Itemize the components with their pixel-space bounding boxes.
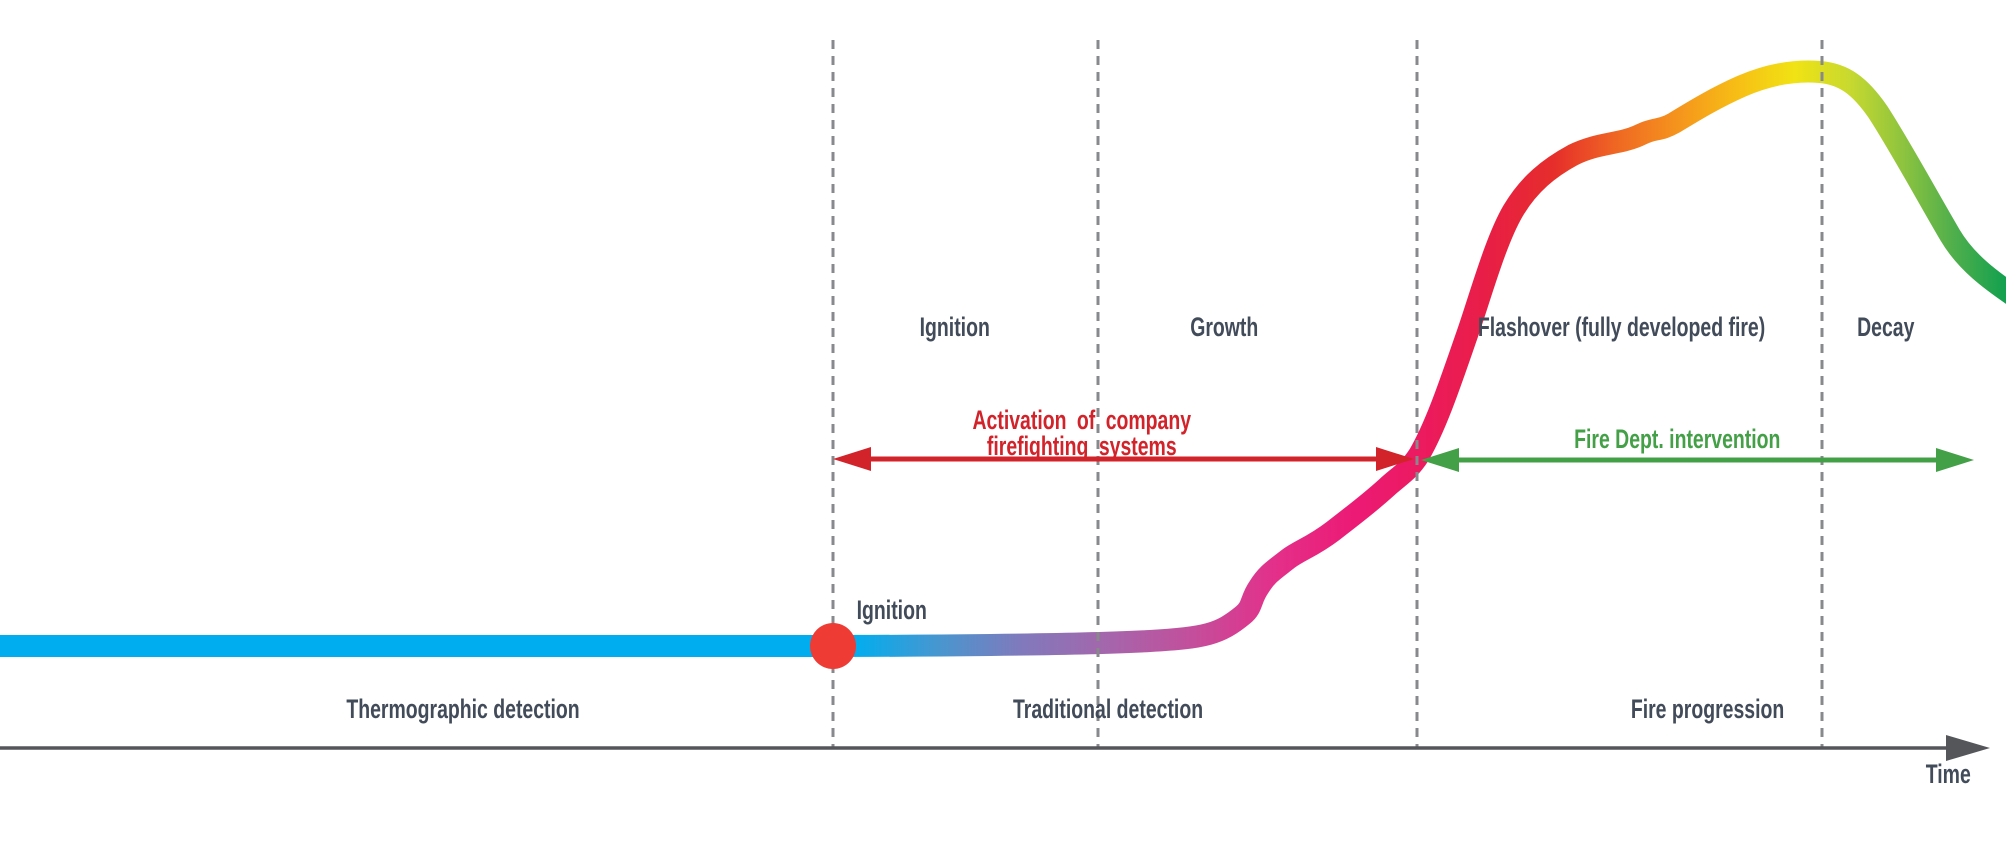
phase-label-growth: Growth bbox=[1189, 312, 1259, 342]
fire-dept-arrow-head-left bbox=[1421, 448, 1459, 472]
company-systems-arrow-head-right bbox=[1376, 447, 1414, 471]
time-axis bbox=[0, 735, 1990, 761]
phase-label-flashover: Flashover (fully developed fire) bbox=[1478, 312, 1766, 342]
fire-dept-arrow bbox=[1421, 448, 1974, 472]
time-axis-label: Time bbox=[1925, 759, 1971, 789]
phase-label-ignition: Ignition bbox=[919, 312, 991, 342]
fire-curve bbox=[0, 60, 2006, 657]
zone-label-thermographic: Thermographic detection bbox=[346, 694, 580, 724]
ignition-point-marker bbox=[810, 623, 856, 669]
time-axis-arrowhead bbox=[1946, 735, 1990, 761]
zone-label-traditional: Traditional detection bbox=[1012, 694, 1204, 724]
company-systems-arrow bbox=[833, 447, 1414, 471]
company-systems-label: Activation of company firefighting syste… bbox=[822, 405, 1342, 461]
fire-dept-label: Fire Dept. intervention bbox=[1573, 424, 1781, 454]
phase-label-decay: Decay bbox=[1857, 312, 1915, 342]
company-systems-label-line2: firefighting systems bbox=[987, 431, 1177, 461]
ignition-point-label: Ignition bbox=[856, 595, 928, 625]
zone-label-fire-progression: Fire progression bbox=[1631, 694, 1785, 724]
fire-dept-arrow-head-right bbox=[1936, 448, 1974, 472]
company-systems-label-line1: Activation of company bbox=[972, 405, 1192, 435]
company-systems-arrow-head-left bbox=[833, 447, 871, 471]
